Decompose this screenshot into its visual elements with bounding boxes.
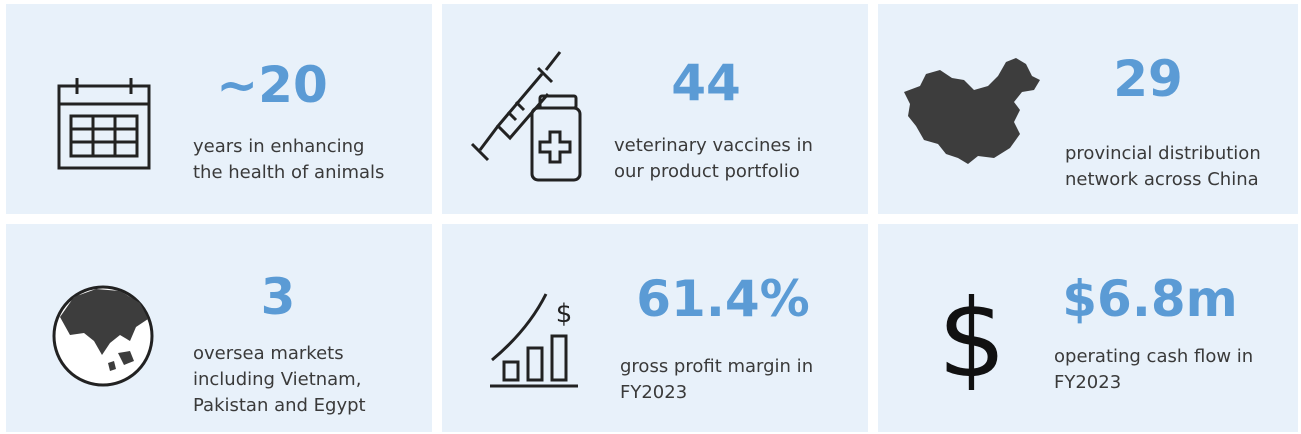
stat-description: oversea markets including Vietnam, Pakis… [193,341,366,419]
stat-description: operating cash flow in FY2023 [1054,344,1253,396]
stat-description: gross profit margin in FY2023 [620,354,813,406]
stat-value: 44 [671,54,741,112]
stat-value: 61.4% [636,270,810,328]
stat-value: 3 [260,268,296,326]
card [878,224,1298,432]
stat-description: veterinary vaccines in our product portf… [614,133,813,185]
stat-value: ~20 [216,56,328,114]
stat-description: years in enhancing the health of animals [193,134,384,186]
card [442,224,868,432]
dollar-glyph: $ [556,299,573,329]
dollar-icon: $ [940,280,1004,390]
line: FY2023 [620,382,688,403]
card [6,4,432,214]
china-map-icon [904,58,1040,164]
line: gross profit margin in [620,356,814,377]
line: operating cash flow in [1054,346,1254,367]
line: Pakistan and Egypt [193,395,366,416]
calendar-icon [57,78,151,170]
line: years in enhancing [193,136,365,157]
line: including Vietnam, [193,369,362,390]
line: veterinary vaccines in [614,135,813,156]
growth-icon: $ [490,293,578,388]
stat-value: $6.8m [1062,270,1238,328]
stat-value: 29 [1113,50,1183,108]
line: FY2023 [1054,372,1122,393]
dollar-glyph: $ [940,280,1004,390]
line: network across China [1065,169,1259,190]
line: provincial distribution [1065,143,1261,164]
stat-description: provincial distribution network across C… [1065,141,1261,193]
globe-icon [52,285,154,387]
line: the health of animals [193,162,385,183]
line: oversea markets [193,343,344,364]
vaccine-icon [470,51,582,182]
line: our product portfolio [614,161,800,182]
